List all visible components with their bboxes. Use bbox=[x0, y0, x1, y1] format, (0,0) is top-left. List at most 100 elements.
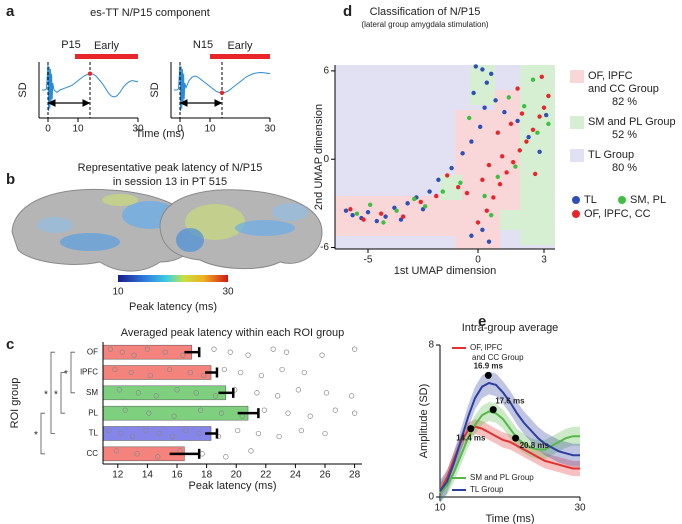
data-point bbox=[381, 220, 386, 225]
data-point bbox=[118, 430, 124, 437]
data-point bbox=[471, 90, 476, 96]
bar bbox=[102, 365, 212, 380]
data-point bbox=[484, 208, 489, 213]
x-tick-label: 30 bbox=[264, 124, 276, 135]
data-point bbox=[480, 67, 485, 72]
brain-lateral bbox=[11, 188, 197, 272]
data-point bbox=[480, 227, 485, 233]
data-point bbox=[307, 413, 313, 419]
data-point bbox=[274, 393, 281, 399]
category-label: SM bbox=[86, 388, 98, 397]
data-point bbox=[350, 212, 355, 218]
data-point bbox=[533, 171, 538, 177]
data-point bbox=[511, 159, 516, 165]
data-point bbox=[255, 430, 262, 437]
data-point bbox=[245, 352, 251, 358]
category-label: lPFC bbox=[80, 368, 98, 377]
error-band bbox=[440, 371, 580, 503]
data-point bbox=[332, 407, 339, 413]
line bbox=[439, 381, 580, 492]
data-point bbox=[212, 393, 219, 399]
data-point bbox=[343, 208, 349, 213]
data-point bbox=[162, 349, 168, 355]
data-point bbox=[482, 193, 487, 199]
data-point bbox=[537, 149, 542, 155]
panel-label: d bbox=[343, 3, 352, 20]
data-point bbox=[169, 433, 176, 440]
y-tick-label: -6 bbox=[320, 242, 329, 253]
data-point bbox=[517, 148, 522, 153]
data-point bbox=[131, 352, 137, 358]
y-axis-label: Amplitude (SD) bbox=[418, 384, 430, 459]
data-point bbox=[113, 448, 119, 454]
legend-marker bbox=[572, 196, 580, 204]
x-tick-label: 10 bbox=[204, 124, 216, 135]
data-point bbox=[283, 349, 290, 355]
data-point bbox=[515, 118, 520, 124]
x-tick-label: 26 bbox=[319, 470, 331, 481]
data-point bbox=[546, 93, 551, 99]
data-point bbox=[218, 410, 225, 416]
panel-subtitle: in session 13 in PT 515 bbox=[113, 176, 227, 188]
data-point bbox=[193, 390, 199, 396]
data-point bbox=[368, 202, 373, 208]
data-point bbox=[440, 189, 445, 194]
data-point bbox=[495, 174, 500, 180]
data-point bbox=[484, 80, 489, 85]
data-point bbox=[106, 427, 112, 434]
x-tick-label: 0 bbox=[45, 124, 51, 135]
legend-label: SM and PL Group bbox=[470, 473, 534, 482]
early-label: Early bbox=[94, 40, 120, 52]
data-point bbox=[526, 134, 531, 140]
data-point bbox=[223, 454, 229, 460]
bar bbox=[102, 344, 193, 360]
data-point bbox=[478, 124, 483, 130]
data-point bbox=[129, 433, 136, 440]
x-tick-label: 16 bbox=[171, 470, 183, 481]
data-point bbox=[449, 165, 454, 171]
panel-title: es-TT N/P15 component bbox=[90, 7, 210, 19]
x-tick-label: 0 bbox=[475, 255, 481, 266]
data-point bbox=[270, 346, 276, 352]
x-tick-label: 20 bbox=[231, 470, 243, 481]
legend-label: SM and PL Group bbox=[588, 116, 676, 128]
data-point bbox=[187, 369, 193, 376]
significance-label: * bbox=[44, 389, 48, 400]
colorbar bbox=[118, 275, 228, 282]
data-point bbox=[473, 64, 478, 69]
legend-swatch bbox=[570, 70, 584, 83]
data-point bbox=[248, 448, 254, 454]
data-point bbox=[524, 139, 529, 144]
data-point bbox=[183, 427, 189, 434]
significance-bracket bbox=[60, 372, 65, 414]
data-point bbox=[227, 349, 233, 355]
category-label: PL bbox=[88, 408, 98, 417]
legend-label: and CC Group bbox=[588, 83, 659, 95]
peak-marker bbox=[219, 90, 225, 96]
significance-bracket bbox=[70, 351, 75, 394]
data-point bbox=[458, 180, 463, 185]
x-tick-label: 10 bbox=[72, 124, 84, 135]
umap-regions bbox=[335, 65, 555, 249]
data-point bbox=[482, 105, 487, 110]
data-point bbox=[379, 211, 384, 216]
panel-label: e bbox=[478, 313, 486, 330]
category-label: OF bbox=[87, 347, 98, 356]
error-band bbox=[440, 419, 580, 499]
data-point bbox=[200, 372, 207, 379]
data-point bbox=[541, 105, 547, 110]
data-point bbox=[486, 162, 492, 168]
peak-marker bbox=[512, 434, 520, 442]
legend-label: OF, lPFC bbox=[470, 343, 503, 352]
y-tick-label: 0 bbox=[323, 154, 329, 165]
data-point bbox=[323, 390, 330, 396]
data-point bbox=[211, 346, 217, 352]
data-point bbox=[153, 393, 159, 399]
panel-label: a bbox=[6, 3, 15, 20]
y-tick-label: 6 bbox=[323, 66, 329, 77]
data-point bbox=[295, 387, 302, 393]
significance-label: * bbox=[54, 389, 58, 400]
early-label: Early bbox=[227, 40, 253, 52]
data-point bbox=[301, 369, 307, 376]
data-point bbox=[537, 114, 542, 119]
